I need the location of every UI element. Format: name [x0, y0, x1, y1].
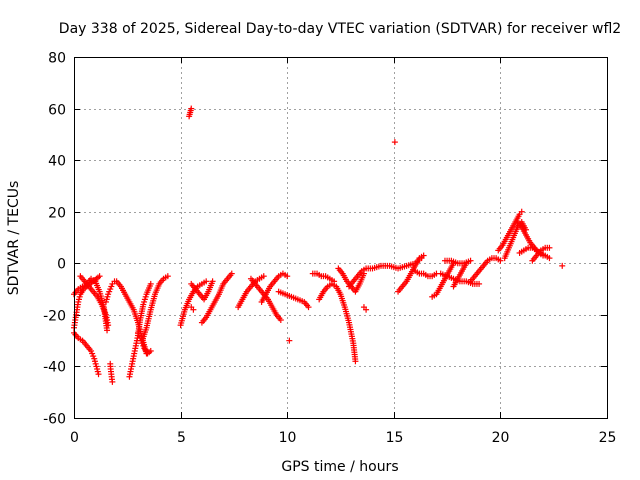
data-point: [476, 280, 483, 287]
data-point: [518, 208, 525, 215]
data-point: [559, 262, 566, 269]
data-point: [546, 244, 553, 251]
data-point: [209, 278, 216, 285]
data-point: [284, 273, 291, 280]
data-point: [463, 260, 470, 267]
data-point: [391, 139, 398, 146]
data-point: [104, 327, 111, 334]
x-tick-label: 15: [386, 430, 404, 446]
data-point: [96, 273, 103, 280]
data-point: [188, 105, 195, 112]
x-axis-label: GPS time / hours: [281, 459, 398, 475]
data-point: [420, 252, 427, 259]
data-point: [105, 322, 112, 329]
data-point: [147, 280, 154, 287]
y-tick-label: 40: [48, 154, 66, 170]
data-point: [546, 255, 553, 262]
data-point: [228, 270, 235, 277]
data-point: [203, 278, 210, 285]
y-tick-label: -20: [43, 309, 66, 325]
chart-title: Day 338 of 2025, Sidereal Day-to-day VTE…: [59, 21, 621, 37]
data-point: [467, 257, 474, 264]
x-tick-label: 10: [279, 430, 297, 446]
data-point: [352, 358, 359, 365]
data-point: [109, 378, 116, 385]
y-tick-label: 60: [48, 103, 66, 119]
data-point: [286, 337, 293, 344]
x-tick-label: 0: [70, 430, 79, 446]
data-point: [95, 371, 102, 378]
grid-lines: [74, 57, 607, 418]
data-point: [305, 304, 312, 311]
y-axis-label: SDTVAR / TECUs: [6, 181, 22, 296]
x-tick-label: 20: [492, 430, 510, 446]
x-tick-label: 25: [599, 430, 617, 446]
data-point: [147, 347, 154, 354]
data-points: [71, 105, 566, 385]
plot-frame: [74, 57, 608, 419]
y-tick-label: -40: [43, 360, 66, 376]
x-tick-label: 5: [177, 430, 186, 446]
data-point: [164, 273, 171, 280]
y-tick-label: 80: [48, 51, 66, 67]
data-point: [363, 306, 370, 313]
data-point: [190, 306, 197, 313]
y-tick-label: 0: [57, 257, 66, 273]
data-point: [497, 257, 504, 264]
y-tick-label: 20: [48, 206, 66, 222]
data-point: [260, 273, 267, 280]
data-point: [277, 317, 284, 324]
y-tick-label: -60: [43, 412, 66, 428]
